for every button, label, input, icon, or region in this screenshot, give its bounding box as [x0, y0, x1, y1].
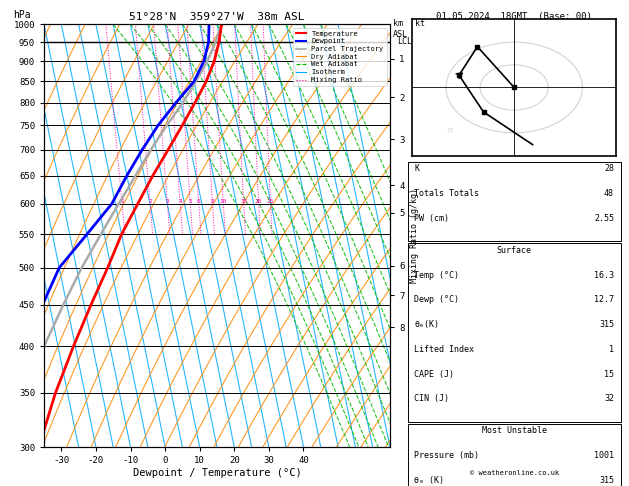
- Legend: Temperature, Dewpoint, Parcel Trajectory, Dry Adiabat, Wet Adiabat, Isotherm, Mi: Temperature, Dewpoint, Parcel Trajectory…: [292, 28, 386, 86]
- Text: 1: 1: [120, 199, 124, 204]
- Text: CAPE (J): CAPE (J): [415, 370, 454, 379]
- Text: km
ASL: km ASL: [393, 19, 408, 39]
- Text: Most Unstable: Most Unstable: [482, 426, 547, 435]
- Text: 8: 8: [211, 199, 214, 204]
- Text: 48: 48: [604, 189, 614, 198]
- Bar: [408, 424, 621, 486]
- Text: Lifted Index: Lifted Index: [415, 345, 474, 354]
- Y-axis label: Mixing Ratio (g/kg): Mixing Ratio (g/kg): [410, 188, 419, 283]
- Text: kt: kt: [415, 19, 425, 28]
- Text: 16.3: 16.3: [594, 271, 614, 279]
- Text: 315: 315: [599, 320, 614, 329]
- Text: K: K: [415, 164, 420, 174]
- Text: 1001: 1001: [594, 451, 614, 460]
- Text: LCL: LCL: [397, 37, 412, 46]
- Text: 3: 3: [165, 199, 169, 204]
- Text: 6: 6: [197, 199, 201, 204]
- Text: Dewp (°C): Dewp (°C): [415, 295, 459, 304]
- Text: 12.7: 12.7: [594, 295, 614, 304]
- Text: 5: 5: [189, 199, 192, 204]
- Text: CIN (J): CIN (J): [415, 395, 449, 403]
- Bar: [408, 162, 621, 241]
- Text: θₑ(K): θₑ(K): [415, 320, 440, 329]
- Text: 15: 15: [240, 199, 247, 204]
- Text: © weatheronline.co.uk: © weatheronline.co.uk: [470, 470, 559, 476]
- Text: 4: 4: [178, 199, 182, 204]
- Text: 28: 28: [604, 164, 614, 174]
- Text: 2: 2: [148, 199, 152, 204]
- Text: PW (cm): PW (cm): [415, 214, 449, 223]
- Text: Temp (°C): Temp (°C): [415, 271, 459, 279]
- Text: 2.55: 2.55: [594, 214, 614, 223]
- Text: 25: 25: [267, 199, 274, 204]
- Bar: [408, 243, 621, 421]
- Text: 15: 15: [604, 370, 614, 379]
- X-axis label: Dewpoint / Temperature (°C): Dewpoint / Temperature (°C): [133, 468, 301, 478]
- Text: 01.05.2024  18GMT  (Base: 00): 01.05.2024 18GMT (Base: 00): [437, 12, 592, 21]
- Text: 20: 20: [255, 199, 262, 204]
- Text: hPa: hPa: [13, 10, 31, 20]
- Text: Pressure (mb): Pressure (mb): [415, 451, 479, 460]
- Text: ??: ??: [446, 128, 454, 134]
- Text: Surface: Surface: [497, 246, 532, 255]
- Text: 1: 1: [609, 345, 614, 354]
- Text: 32: 32: [604, 395, 614, 403]
- Text: Totals Totals: Totals Totals: [415, 189, 479, 198]
- Text: 315: 315: [599, 476, 614, 485]
- Text: θₑ (K): θₑ (K): [415, 476, 444, 485]
- Title: 51°28'N  359°27'W  38m ASL: 51°28'N 359°27'W 38m ASL: [129, 12, 305, 22]
- Text: 10: 10: [220, 199, 227, 204]
